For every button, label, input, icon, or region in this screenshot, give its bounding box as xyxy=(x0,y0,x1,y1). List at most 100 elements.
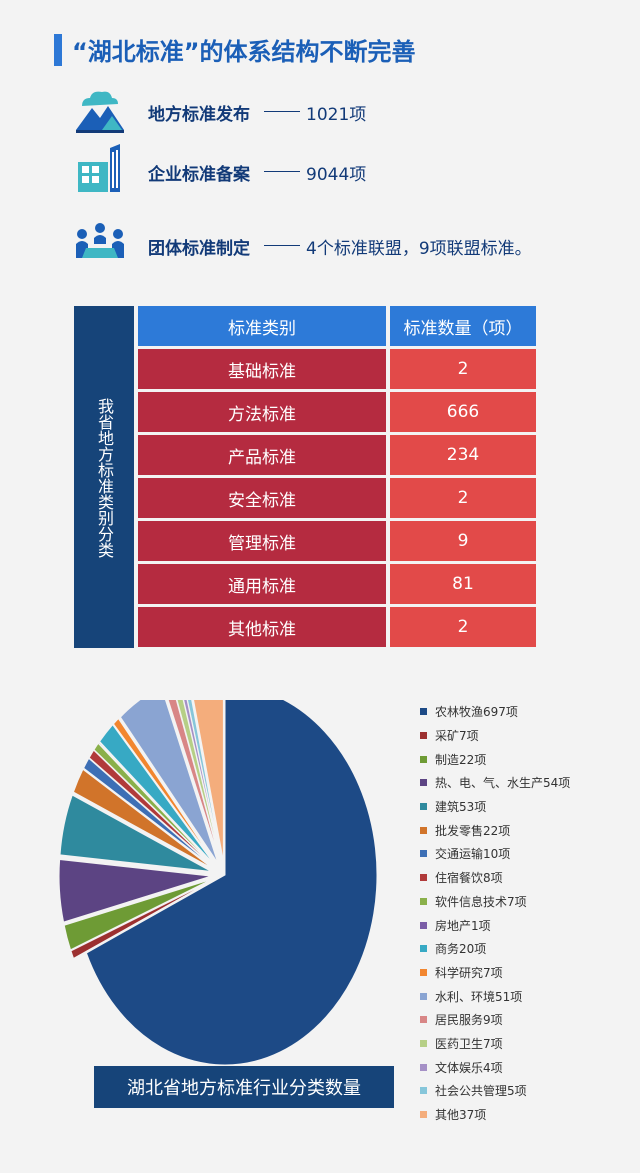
legend-swatch xyxy=(420,826,427,834)
legend-item: 科学研究7项 xyxy=(420,961,630,985)
pie-slice xyxy=(72,768,213,869)
legend-label: 制造22项 xyxy=(435,752,487,767)
legend-item: 文体娱乐4项 xyxy=(420,1055,630,1079)
legend-swatch xyxy=(420,732,427,740)
legend-label: 交通运输10项 xyxy=(435,847,511,862)
legend-label: 批发零售22项 xyxy=(435,823,511,838)
table-cell-count: 234 xyxy=(390,435,536,475)
table-cell-count: 2 xyxy=(390,607,536,647)
page-title: “湖北标准”的体系结构不断完善 xyxy=(72,38,416,66)
legend-swatch xyxy=(420,755,427,763)
pie-slice xyxy=(58,858,212,923)
pie-slice xyxy=(63,878,212,951)
legend-swatch xyxy=(420,803,427,811)
legend-label: 住宿餐饮8项 xyxy=(435,871,503,886)
legend-item: 商务20项 xyxy=(420,937,630,961)
table-header-count: 标准数量（项） xyxy=(390,306,536,346)
legend-label: 热、电、气、水生产54项 xyxy=(435,776,571,791)
pie-slice xyxy=(70,880,213,960)
pie-legend: 农林牧渔697项 采矿7项制造22项热、电、气、水生产54项 建筑53项批发零售22… xyxy=(420,700,630,1126)
table-cell-count: 2 xyxy=(390,478,536,518)
pie-slice xyxy=(88,749,215,868)
pie-slice xyxy=(85,684,378,1066)
legend-label: 软件信息技术7项 xyxy=(435,894,527,909)
legend-label: 社会公共管理5项 xyxy=(435,1084,527,1099)
stat-label: 地方标准发布 xyxy=(148,105,250,125)
table-cell-count: 9 xyxy=(390,521,536,561)
stat-value: 1021项 xyxy=(306,105,367,125)
legend-swatch xyxy=(420,850,427,858)
table-side-label: 我省地方标准类别分类 xyxy=(95,398,114,558)
pie-slice xyxy=(112,717,217,865)
legend-label: 商务20项 xyxy=(435,942,487,957)
stat-label: 团体标准制定 xyxy=(148,239,250,259)
legend-item: 热、电、气、水生产54项 xyxy=(420,771,630,795)
legend-item: 社会公共管理5项 xyxy=(420,1079,630,1103)
legend-swatch xyxy=(420,708,427,716)
stat-local-standards: 地方标准发布 1021项 xyxy=(72,84,632,138)
legend-label: 农林牧渔697项 xyxy=(435,705,518,720)
legend-swatch xyxy=(420,945,427,953)
stat-dash xyxy=(264,245,300,246)
industry-pie-chart xyxy=(40,670,400,1070)
legend-item: 水利、环境51项 xyxy=(420,984,630,1008)
table-cell-category: 管理标准 xyxy=(138,521,386,561)
table-header-category: 标准类别 xyxy=(138,306,386,346)
table-cell-count: 2 xyxy=(390,349,536,389)
legend-item: 医药卫生7项 xyxy=(420,1032,630,1056)
legend-label: 其他37项 xyxy=(435,1108,487,1123)
stat-group-standards: 团体标准制定 4个标准联盟，9项联盟标准。 xyxy=(72,218,632,272)
table-cell-category: 产品标准 xyxy=(138,435,386,475)
mountain-icon xyxy=(76,91,124,133)
stat-dash xyxy=(264,171,300,172)
pie-slice xyxy=(98,723,216,866)
legend-swatch xyxy=(420,992,427,1000)
legend-label: 居民服务9项 xyxy=(435,1013,503,1028)
pie-slice xyxy=(83,757,214,868)
legend-swatch xyxy=(420,1063,427,1071)
legend-label: 医药卫生7项 xyxy=(435,1036,503,1051)
legend-swatch xyxy=(420,1087,427,1095)
title-accent-bar xyxy=(54,34,62,66)
legend-item: 房地产1项 xyxy=(420,913,630,937)
legend-item: 批发零售22项 xyxy=(420,818,630,842)
pie-slice xyxy=(97,741,215,867)
legend-swatch xyxy=(420,1111,427,1119)
table-side-label-panel: 我省地方标准类别分类 xyxy=(74,306,134,648)
table-cell-category: 安全标准 xyxy=(138,478,386,518)
table-cell-category: 其他标准 xyxy=(138,607,386,647)
building-icon xyxy=(78,144,120,192)
legend-item: 交通运输10项 xyxy=(420,842,630,866)
meeting-icon xyxy=(76,223,124,258)
stat-enterprise-standards: 企业标准备案 9044项 xyxy=(72,144,632,198)
table-cell-count: 666 xyxy=(390,392,536,432)
stat-dash xyxy=(264,111,300,112)
stat-value: 9044项 xyxy=(306,165,367,185)
legend-swatch xyxy=(420,1039,427,1047)
legend-item: 农林牧渔697项 xyxy=(420,700,630,724)
pie-svg xyxy=(58,670,378,1066)
legend-item: 住宿餐饮8项 xyxy=(420,866,630,890)
legend-label: 采矿7项 xyxy=(435,729,479,744)
legend-swatch xyxy=(420,874,427,882)
legend-swatch xyxy=(420,897,427,905)
legend-label: 水利、环境51项 xyxy=(435,989,523,1004)
table-cell-category: 基础标准 xyxy=(138,349,386,389)
legend-item: 采矿7项 xyxy=(420,724,630,748)
legend-label: 科学研究7项 xyxy=(435,965,503,980)
legend-swatch xyxy=(420,921,427,929)
legend-item: 软件信息技术7项 xyxy=(420,890,630,914)
legend-swatch xyxy=(420,1016,427,1024)
table-cell-category: 通用标准 xyxy=(138,564,386,604)
table-cell-count: 81 xyxy=(390,564,536,604)
stat-value: 4个标准联盟，9项联盟标准。 xyxy=(306,239,532,259)
stat-label: 企业标准备案 xyxy=(148,165,250,185)
legend-item: 制造22项 xyxy=(420,747,630,771)
legend-label: 建筑53项 xyxy=(435,800,487,815)
legend-label: 房地产1项 xyxy=(435,918,491,933)
legend-label: 文体娱乐4项 xyxy=(435,1060,503,1075)
pie-slice xyxy=(59,794,212,873)
legend-item: 居民服务9项 xyxy=(420,1008,630,1032)
table-cell-category: 方法标准 xyxy=(138,392,386,432)
chart-title: 湖北省地方标准行业分类数量 xyxy=(94,1066,394,1108)
